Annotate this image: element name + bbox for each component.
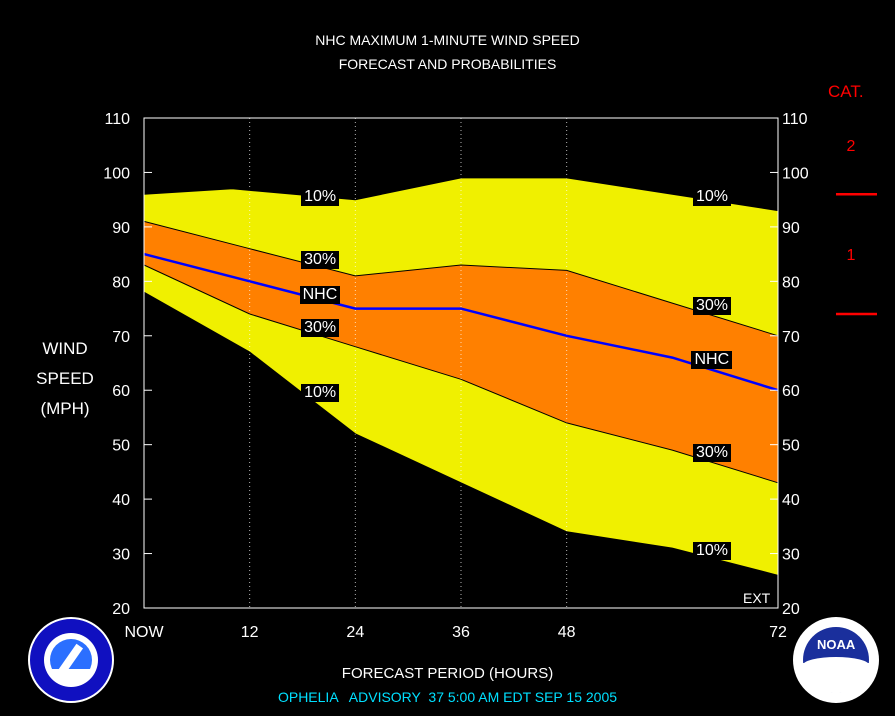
y-axis-label-line2: SPEED: [36, 369, 94, 388]
y-tick-label-left-30: 30: [112, 547, 130, 564]
series-annotation-label: 10%: [692, 541, 731, 560]
y-tick-label-left-70: 70: [112, 329, 130, 346]
plot-frame: [143, 117, 779, 609]
y-tick-label-left-80: 80: [112, 274, 130, 291]
y-tick-label-left-20: 20: [112, 601, 130, 618]
x-tick-label-36: 36: [452, 624, 470, 641]
y-tick-label-right-70: 70: [782, 329, 800, 346]
y-tick-label-left-90: 90: [112, 220, 130, 237]
series-annotation-label: 30%: [301, 250, 340, 269]
series-annotation-label: 30%: [301, 318, 340, 337]
series-annotation-label: NHC: [691, 351, 733, 370]
category-label-1: 1: [847, 247, 856, 264]
series-line-lower_10: [143, 291, 779, 576]
series-annotation-label: 30%: [692, 296, 731, 315]
y-tick-label-right-100: 100: [782, 165, 809, 182]
x-tick-label-0: NOW: [124, 624, 164, 641]
series-annotation-label: 30%: [692, 443, 731, 462]
y-tick-label-left-110: 110: [104, 111, 130, 128]
series-line-upper_30: [143, 220, 779, 337]
x-tick-label-24: 24: [346, 624, 364, 641]
x-tick-label-48: 48: [558, 624, 576, 641]
chart-title-line1: NHC MAXIMUM 1-MINUTE WIND SPEED: [315, 32, 580, 48]
y-tick-label-right-90: 90: [782, 220, 800, 237]
ext-label: EXT: [743, 590, 771, 606]
y-tick-label-right-50: 50: [782, 438, 800, 455]
noaa-logo: NOAA: [793, 617, 879, 703]
series-line-nhc: [143, 252, 779, 392]
chart-title-line2: FORECAST AND PROBABILITIES: [338, 56, 557, 72]
nws-logo: [28, 617, 114, 703]
series-annotation-label: 10%: [301, 383, 340, 402]
y-axis-label-line3: (MPH): [40, 399, 90, 418]
x-tick-label-72: 72: [769, 624, 787, 641]
series-line-lower_30: [143, 264, 779, 484]
y-tick-label-left-60: 60: [112, 383, 130, 400]
y-axis-label-line1: WIND: [42, 339, 88, 358]
advisory-line: OPHELIA ADVISORY 37 5:00 AM EDT SEP 15 2…: [277, 689, 618, 705]
series-line-upper_10: [143, 177, 779, 212]
y-tick-label-right-80: 80: [782, 274, 800, 291]
y-tick-label-left-40: 40: [112, 492, 130, 509]
y-tick-label-left-50: 50: [112, 438, 130, 455]
x-tick-label-12: 12: [241, 624, 259, 641]
category-title: CAT.: [828, 82, 864, 101]
series-annotation-label: 10%: [301, 187, 340, 206]
y-tick-label-right-40: 40: [782, 492, 800, 509]
series-annotation-label: NHC: [299, 285, 341, 304]
series-annotation-label: 10%: [692, 187, 731, 206]
y-tick-label-right-60: 60: [782, 383, 800, 400]
category-label-2: 2: [847, 138, 856, 155]
y-tick-label-right-20: 20: [782, 601, 800, 618]
y-tick-label-right-110: 110: [782, 111, 808, 128]
x-axis-label: FORECAST PERIOD (HOURS): [341, 665, 554, 682]
y-tick-label-left-100: 100: [103, 165, 130, 182]
y-tick-label-right-30: 30: [782, 547, 800, 564]
